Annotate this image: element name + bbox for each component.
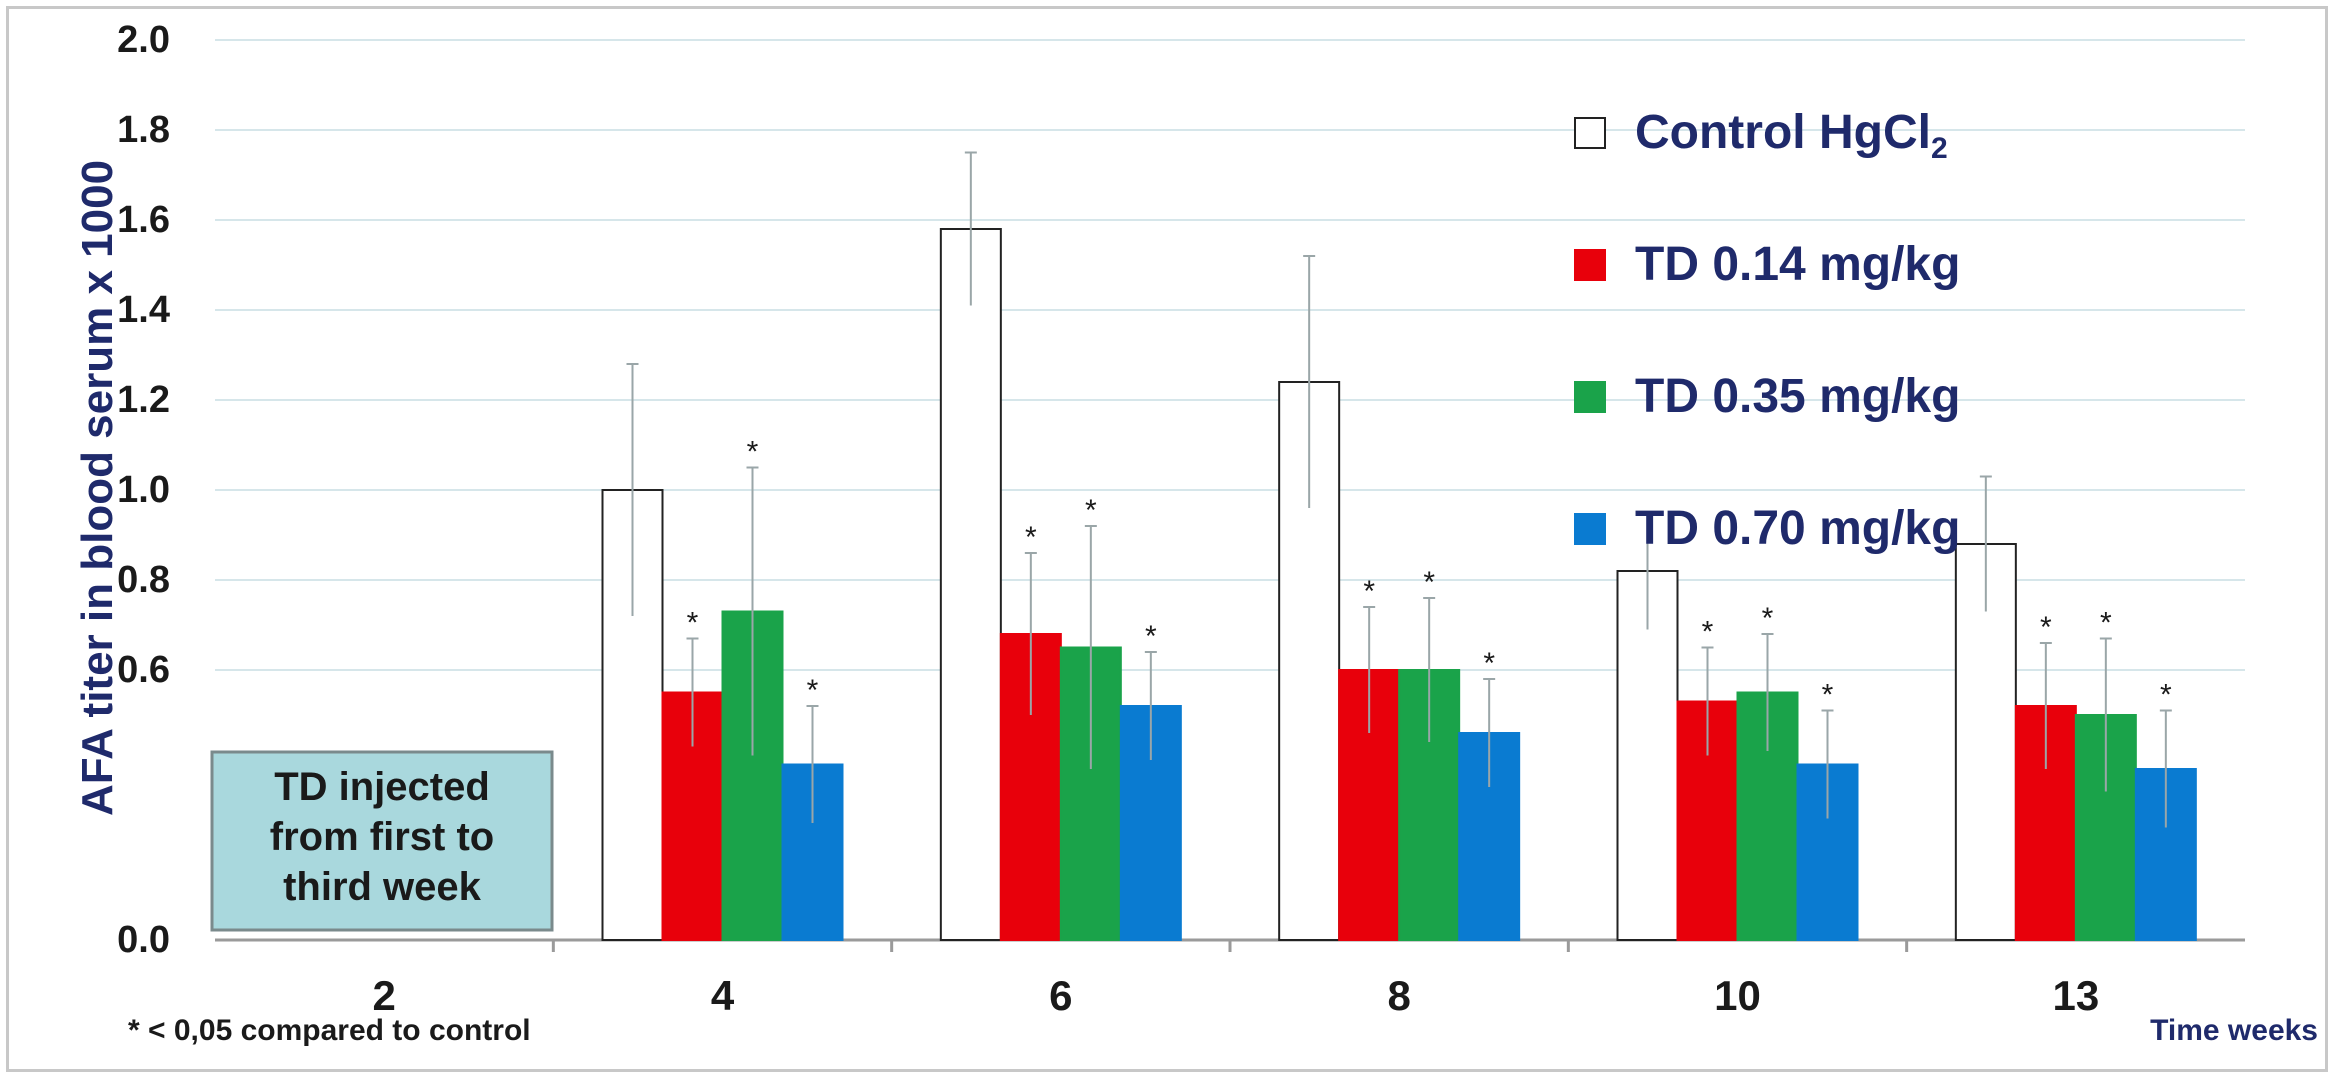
- x-axis-label: Time weeks: [2150, 1014, 2318, 1047]
- legend-label: TD 0.35 mg/kg: [1635, 370, 1960, 423]
- legend: Control HgCl2 TD 0.14 mg/kg TD 0.35 mg/kg T…: [1574, 106, 1960, 555]
- axes: 0.0 0.6 0.8 1.0 1.2 1.4 1.6 1.8 2.0 2 4 6 8 10 13: [117, 19, 2245, 1019]
- y-tick-label: 1.6: [117, 199, 170, 241]
- x-tick-label: 10: [1714, 972, 1761, 1019]
- y-tick-label: 2.0: [117, 19, 170, 61]
- significance-star: *: [1483, 647, 1495, 680]
- y-tick-label: 1.0: [117, 469, 170, 511]
- footnote: * < 0,05 compared to control: [128, 1014, 531, 1047]
- legend-label: Control HgCl2: [1635, 106, 1948, 165]
- significance-star: *: [1363, 575, 1375, 608]
- annotation-text: from first to: [270, 815, 494, 859]
- x-tick-label: 6: [1049, 972, 1072, 1019]
- x-tick-label: 13: [2052, 972, 2099, 1019]
- significance-star: *: [747, 436, 759, 469]
- legend-subscript: 2: [1931, 132, 1948, 165]
- y-tick-label: 0.8: [117, 559, 170, 601]
- bar-control-hgcl-week-6: [939, 228, 1002, 941]
- labels: AFA titer in blood serum x 1000 Time week…: [73, 160, 2318, 1047]
- significance-star: *: [1423, 566, 1435, 599]
- y-axis-label: AFA titer in blood serum x 1000: [73, 160, 122, 816]
- annotation-box: [210, 750, 554, 932]
- legend-swatch: [1574, 513, 1606, 545]
- legend-label: TD 0.14 mg/kg: [1635, 238, 1960, 291]
- significance-star: *: [1085, 494, 1097, 527]
- significance-star: *: [1025, 521, 1037, 554]
- bar-control-hgcl-week-10: [1616, 570, 1679, 941]
- annotation-text: third week: [283, 865, 482, 909]
- legend-swatch: [1574, 117, 1606, 149]
- annotations: TD injected from first to third week * < 0,…: [128, 750, 554, 1047]
- y-tick-label: 0.6: [117, 649, 170, 691]
- legend-label: TD 0.70 mg/kg: [1635, 502, 1960, 555]
- y-tick-label: 1.8: [117, 109, 170, 151]
- significance-star: *: [2040, 611, 2052, 644]
- y-tick-label: 1.2: [117, 379, 170, 421]
- significance-star: *: [1762, 602, 1774, 635]
- x-tick-label: 2: [372, 972, 395, 1019]
- bars: * * * * * * * * * * * * * * *: [601, 151, 2197, 941]
- chart-frame: [6, 6, 2328, 1072]
- significance-star: *: [2100, 607, 2112, 640]
- x-tick-label: 4: [711, 972, 735, 1019]
- y-tick-label: 1.4: [117, 289, 170, 331]
- legend-swatch: [1574, 381, 1606, 413]
- significance-star: *: [687, 607, 699, 640]
- x-tick-label: 8: [1387, 972, 1410, 1019]
- significance-star: *: [807, 674, 819, 707]
- significance-star: *: [1702, 616, 1714, 649]
- significance-star: *: [2160, 679, 2172, 712]
- significance-star: *: [1822, 679, 1834, 712]
- significance-star: *: [1145, 620, 1157, 653]
- gridlines: [215, 39, 2245, 671]
- y-tick-label: 0.0: [117, 919, 170, 961]
- annotation-text: TD injected: [274, 765, 490, 809]
- legend-swatch: [1574, 249, 1606, 281]
